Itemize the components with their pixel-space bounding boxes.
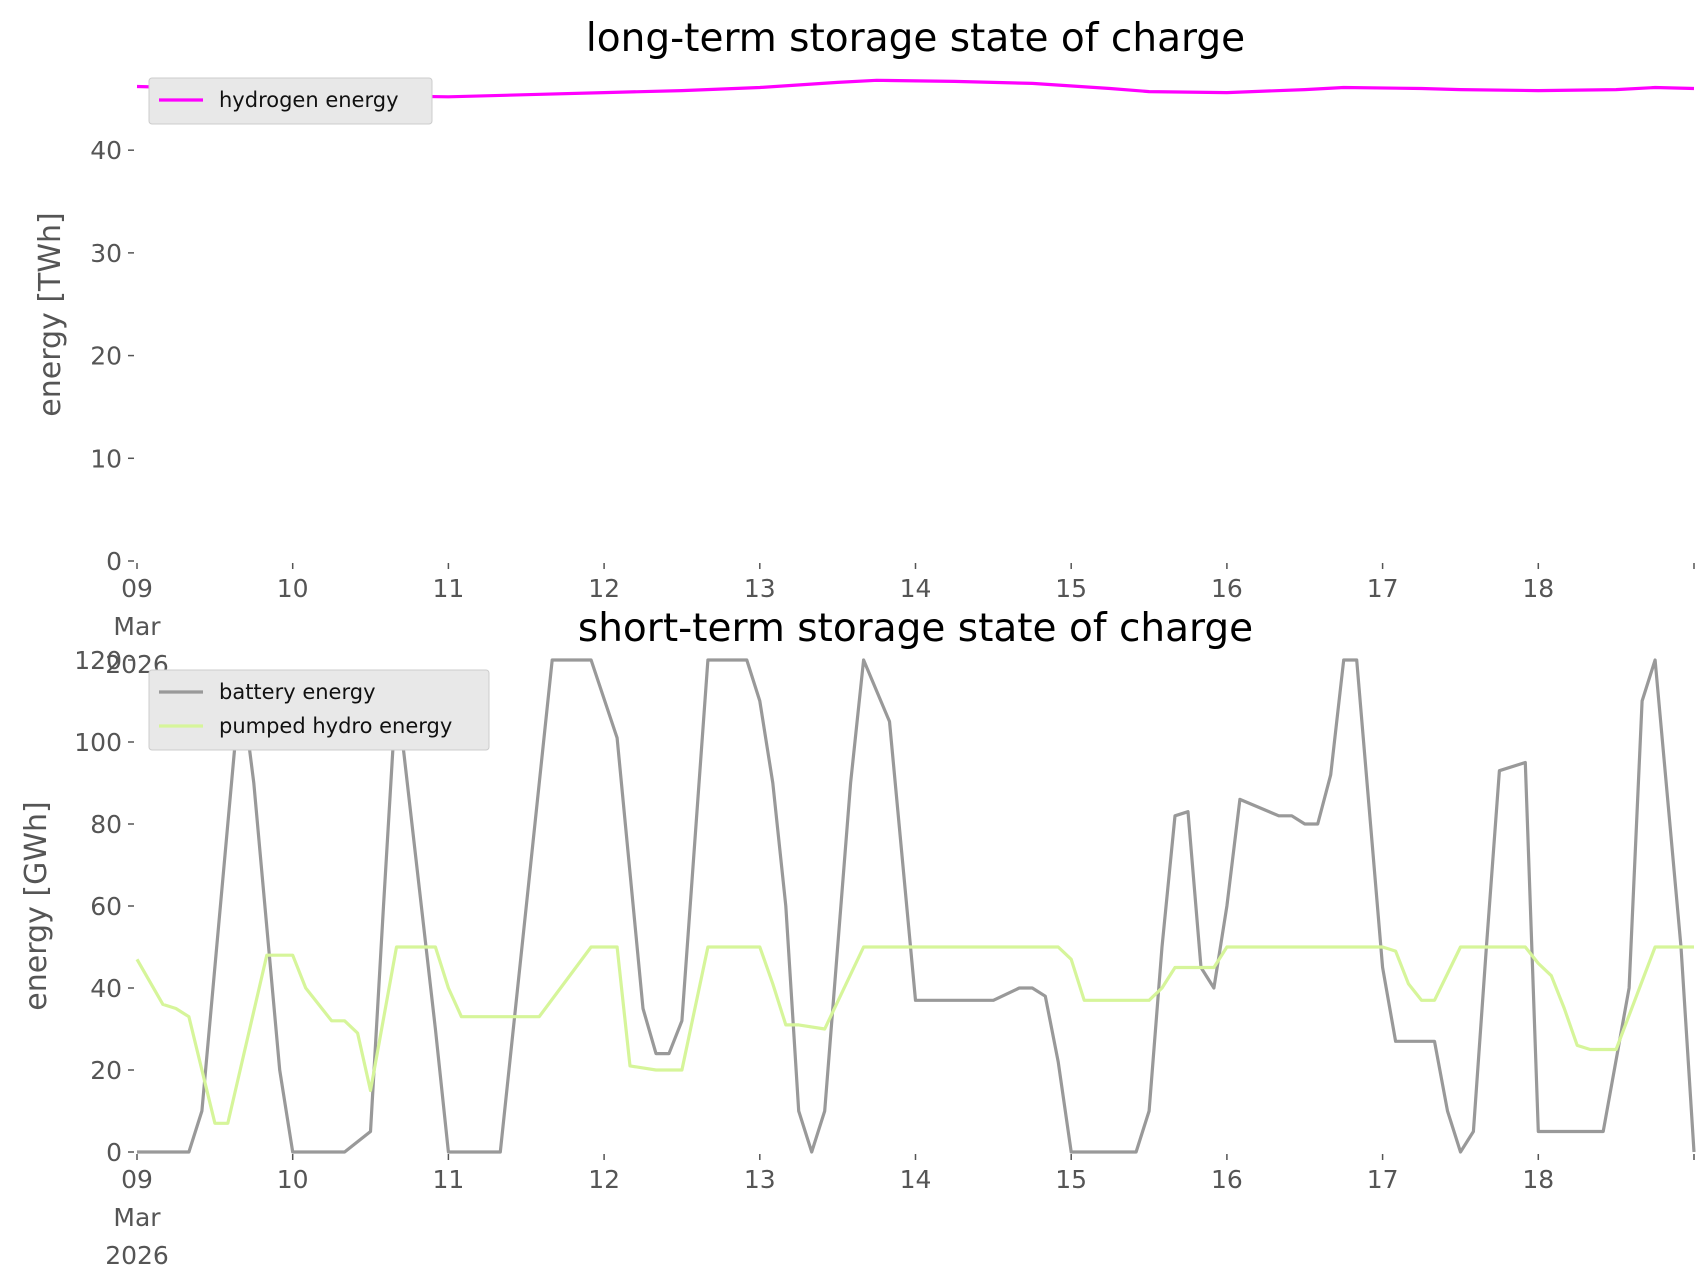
y-tick-label: 80 — [90, 810, 122, 839]
x-tick-label: 2026 — [105, 1241, 169, 1270]
chart-title: short-term storage state of charge — [578, 606, 1253, 651]
y-tick-label: 30 — [90, 239, 122, 268]
series-line-1 — [135, 945, 1694, 1125]
x-tick-label: 17 — [1367, 1165, 1399, 1194]
y-tick-label: 10 — [90, 444, 122, 473]
x-tick-label: 15 — [1055, 1165, 1087, 1194]
legend-box — [148, 77, 433, 125]
legend-entry: pumped hydro energy — [219, 714, 452, 738]
x-tick-label: 16 — [1211, 1165, 1243, 1194]
y-tick-label: 120 — [74, 646, 122, 675]
y-tick-label: 100 — [74, 728, 122, 757]
y-tick-label: 40 — [90, 136, 122, 165]
x-tick-label: 09 — [121, 1165, 153, 1194]
y-tick-label: 60 — [90, 892, 122, 921]
x-tick-label: 16 — [1211, 574, 1243, 603]
short-term-chart: short-term storage state of charge energy… — [19, 606, 1696, 1270]
series-line-0 — [136, 78, 1695, 99]
x-tick-label: Mar — [113, 612, 161, 641]
legend-entry: battery energy — [219, 680, 376, 704]
x-tick-label: 12 — [588, 574, 620, 603]
x-tick-label: 17 — [1367, 574, 1399, 603]
y-axis-label: energy [GWh] — [19, 801, 54, 1010]
y-tick-label: 0 — [106, 547, 122, 576]
y-tick-label: 20 — [90, 1056, 122, 1085]
x-tick-label: 12 — [588, 1165, 620, 1194]
x-tick-label: 18 — [1522, 574, 1554, 603]
x-tick-label: 11 — [432, 1165, 464, 1194]
y-tick-label: 40 — [90, 974, 122, 1003]
chart-title: long-term storage state of charge — [586, 16, 1245, 61]
x-tick-label: 15 — [1055, 574, 1087, 603]
x-tick-label: 09 — [121, 574, 153, 603]
x-tick-label: 13 — [744, 1165, 776, 1194]
x-tick-label: 18 — [1522, 1165, 1554, 1194]
series-line-0 — [137, 658, 1696, 1154]
y-axis-label: energy [TWh] — [33, 212, 68, 416]
y-tick-label: 20 — [90, 342, 122, 371]
x-tick-label: 10 — [277, 1165, 309, 1194]
x-tick-label: 13 — [744, 574, 776, 603]
x-tick-label: 11 — [432, 574, 464, 603]
legend-box — [148, 669, 490, 751]
x-tick-label: 14 — [900, 1165, 932, 1194]
x-tick-label: Mar — [113, 1203, 161, 1232]
y-tick-label: 0 — [106, 1138, 122, 1167]
legend-entry: hydrogen energy — [219, 88, 399, 112]
x-tick-label: 14 — [900, 574, 932, 603]
long-term-chart: long-term storage state of charge energy … — [33, 16, 1695, 679]
x-tick-label: 10 — [277, 574, 309, 603]
